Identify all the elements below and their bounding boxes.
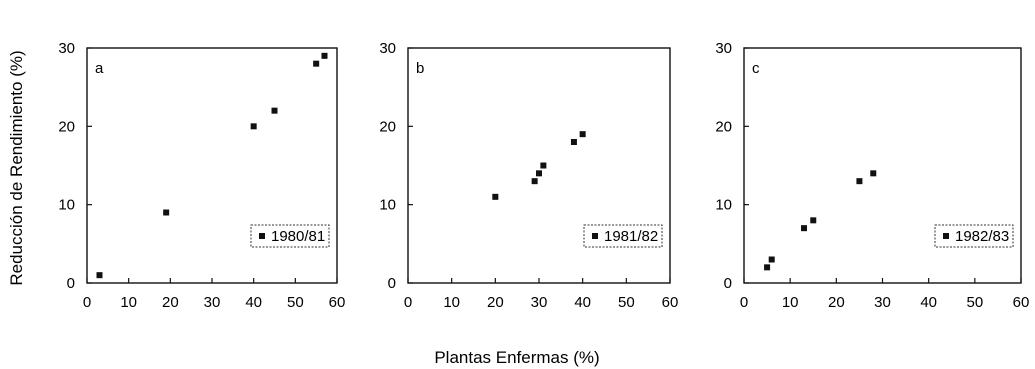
x-tick-label: 60: [1013, 294, 1030, 311]
y-tick-label: 20: [379, 118, 396, 135]
x-tick-label: 40: [245, 294, 262, 311]
legend-box: [583, 224, 663, 248]
y-tick-label: 10: [715, 197, 732, 214]
chart-panel-a: 0 10 20 30 40 50 60 0 10 20 30 a 1980/81: [58, 40, 345, 311]
x-tick-label: 20: [828, 294, 845, 311]
legend-marker: [943, 233, 949, 239]
legend-box: [250, 224, 330, 248]
x-tick-label: 30: [874, 294, 891, 311]
data-point: [801, 225, 808, 232]
panel-label: a: [95, 60, 104, 77]
x-tick-label: 30: [531, 294, 548, 311]
legend-marker: [592, 233, 598, 239]
panels: 0 10 20 30 40 50 60 0 10 20 30 a 1980/81 0 10 20 30 40 50 6…: [58, 40, 1029, 311]
x-tick-label: 20: [162, 294, 179, 311]
legend-label: 1982/83: [955, 228, 1009, 245]
y-tick-label: 0: [724, 275, 732, 292]
data-point: [96, 272, 103, 279]
data-point: [321, 52, 328, 59]
y-tick-label: 20: [715, 118, 732, 135]
x-tick-label: 40: [574, 294, 591, 311]
y-tick-label: 10: [58, 197, 75, 214]
x-tick-label: 10: [782, 294, 799, 311]
data-point: [313, 60, 320, 67]
data-point: [163, 209, 170, 216]
x-tick-label: 20: [487, 294, 504, 311]
chart-panel-c: 0 10 20 30 40 50 60 0 10 20 30 c 1982/83: [715, 40, 1029, 311]
data-point: [536, 170, 542, 177]
x-tick-label: 40: [920, 294, 937, 311]
x-tick-label: 30: [204, 294, 221, 311]
data-point: [570, 139, 577, 145]
x-axis-label: Plantas Enfermas (%): [434, 348, 599, 367]
data-point: [810, 217, 817, 224]
legend-label: 1980/81: [271, 228, 325, 245]
y-tick-label: 0: [388, 275, 396, 292]
y-tick-label: 30: [715, 40, 732, 57]
x-tick-label: 60: [329, 294, 346, 311]
x-tick-label: 50: [618, 294, 635, 311]
data-point: [579, 131, 586, 138]
x-tick-label: 0: [740, 294, 748, 311]
y-tick-label: 30: [379, 40, 396, 57]
data-point: [492, 193, 499, 200]
x-tick-label: 50: [966, 294, 983, 311]
chart-panel-b: 0 10 20 30 40 50 60 0 10 20 30 b 1981/82: [379, 40, 678, 311]
x-tick-label: 10: [120, 294, 137, 311]
panel-label: b: [416, 60, 424, 77]
x-tick-label: 0: [83, 294, 91, 311]
data-point: [540, 162, 547, 169]
y-tick-label: 0: [67, 275, 75, 292]
x-tick-label: 60: [662, 294, 679, 311]
x-tick-label: 0: [404, 294, 412, 311]
panel-label: c: [752, 60, 760, 77]
plot-frame: [86, 47, 338, 284]
data-point: [764, 264, 771, 271]
plot-frame: [407, 47, 671, 284]
data-point: [870, 170, 877, 177]
legend-label: 1981/82: [604, 228, 658, 245]
x-tick-label: 10: [443, 294, 460, 311]
plot-frame: [743, 47, 1022, 284]
data-point: [250, 123, 257, 130]
data-point: [271, 107, 278, 114]
data-point: [531, 178, 538, 185]
y-axis-label: Reducción de Rendimiento (%): [7, 50, 26, 285]
legend-box: [934, 224, 1014, 248]
y-tick-label: 20: [58, 118, 75, 135]
data-point: [856, 178, 863, 185]
legend-marker: [259, 233, 265, 239]
x-tick-label: 50: [287, 294, 304, 311]
data-point: [768, 256, 775, 263]
y-tick-label: 30: [58, 40, 75, 57]
y-tick-label: 10: [379, 197, 396, 214]
